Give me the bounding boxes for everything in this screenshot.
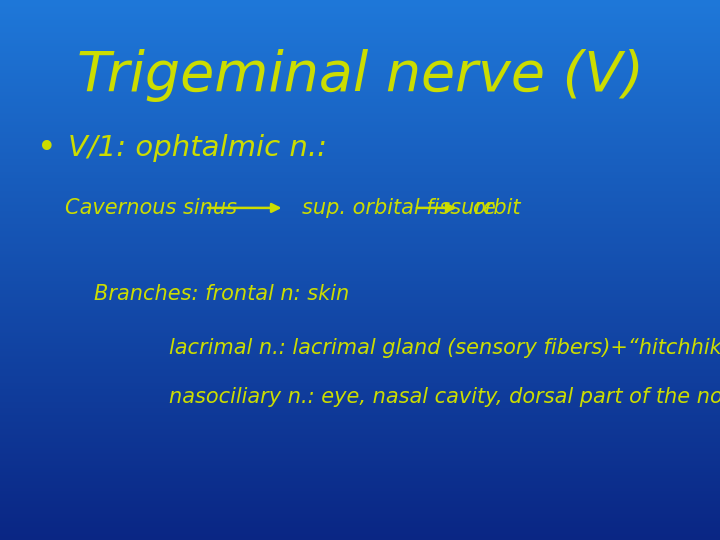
Text: Branches: frontal n: skin: Branches: frontal n: skin — [94, 284, 349, 305]
Text: Cavernous sinus: Cavernous sinus — [65, 198, 237, 218]
Text: orbit: orbit — [472, 198, 520, 218]
Text: lacrimal n.: lacrimal gland (sensory fibers)+“hitchhiker” (VII): lacrimal n.: lacrimal gland (sensory fib… — [169, 338, 720, 359]
Text: V/1: ophtalmic n.:: V/1: ophtalmic n.: — [68, 134, 328, 163]
Text: Trigeminal nerve (V): Trigeminal nerve (V) — [76, 49, 644, 102]
Text: •: • — [37, 132, 57, 165]
Text: nasociliary n.: eye, nasal cavity, dorsal part of the nose: nasociliary n.: eye, nasal cavity, dorsa… — [169, 387, 720, 407]
Text: sup. orbital fissure: sup. orbital fissure — [302, 198, 496, 218]
